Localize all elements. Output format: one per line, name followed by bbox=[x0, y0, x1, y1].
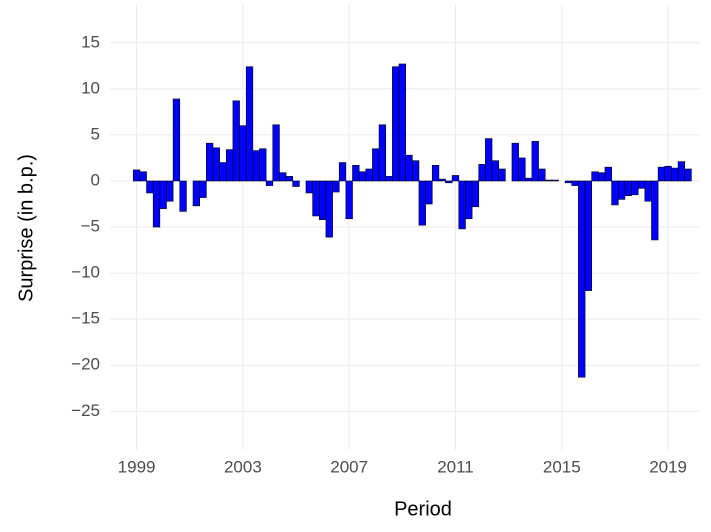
bar bbox=[292, 180, 300, 187]
bar bbox=[551, 179, 559, 182]
bar bbox=[365, 168, 373, 182]
bar bbox=[219, 162, 227, 182]
x-tick-label: 2019 bbox=[649, 457, 687, 476]
bar bbox=[531, 141, 539, 182]
bar bbox=[252, 150, 260, 182]
bar bbox=[139, 171, 147, 182]
bar bbox=[265, 180, 274, 186]
y-tick-label: 10 bbox=[81, 78, 100, 97]
y-tick-label: −15 bbox=[71, 309, 100, 328]
bar bbox=[192, 180, 200, 207]
bar bbox=[418, 180, 426, 226]
bar bbox=[398, 63, 406, 182]
y-tick-label: 5 bbox=[91, 124, 100, 143]
bar bbox=[445, 180, 453, 184]
bar bbox=[491, 160, 499, 182]
bar bbox=[465, 180, 473, 220]
bar bbox=[272, 124, 280, 182]
bar bbox=[657, 166, 666, 182]
bar bbox=[239, 125, 247, 182]
bar bbox=[671, 167, 679, 182]
bar bbox=[338, 162, 347, 182]
x-tick-label: 1999 bbox=[118, 457, 156, 476]
bar bbox=[245, 66, 254, 182]
bar bbox=[212, 147, 220, 182]
bar bbox=[471, 180, 480, 208]
x-tick-label: 2003 bbox=[224, 457, 262, 476]
bar bbox=[518, 157, 526, 182]
bar bbox=[664, 165, 672, 182]
bar bbox=[564, 180, 573, 184]
x-tick-label: 2015 bbox=[543, 457, 581, 476]
bar bbox=[385, 176, 393, 182]
y-tick-label: −20 bbox=[71, 355, 100, 374]
bar bbox=[159, 180, 167, 209]
y-tick-label: −25 bbox=[71, 401, 100, 420]
bar bbox=[179, 180, 187, 212]
bar bbox=[451, 175, 460, 182]
x-tick-label: 2011 bbox=[437, 457, 474, 476]
bar bbox=[604, 166, 612, 182]
bar bbox=[524, 177, 533, 182]
bar bbox=[318, 180, 327, 220]
bar bbox=[206, 142, 214, 182]
bar bbox=[358, 171, 367, 182]
bar bbox=[305, 180, 313, 194]
bar bbox=[591, 171, 599, 182]
bar bbox=[651, 180, 659, 241]
bar bbox=[199, 180, 207, 198]
bar bbox=[677, 161, 686, 182]
bar bbox=[458, 180, 466, 230]
bar bbox=[631, 180, 639, 196]
bar bbox=[485, 138, 493, 182]
bar bbox=[345, 180, 353, 220]
bar bbox=[279, 172, 287, 182]
y-tick-label: 15 bbox=[81, 32, 100, 51]
y-tick-label: −5 bbox=[81, 217, 100, 236]
bar bbox=[405, 154, 413, 182]
x-axis-title: Period bbox=[394, 498, 452, 520]
bar bbox=[578, 180, 586, 378]
y-tick-label: 0 bbox=[91, 170, 100, 189]
bar bbox=[684, 168, 692, 182]
bar bbox=[598, 172, 606, 182]
bar bbox=[259, 148, 267, 182]
bar bbox=[617, 180, 626, 200]
bar bbox=[498, 168, 506, 182]
bar bbox=[412, 160, 420, 182]
bar bbox=[325, 180, 333, 238]
bar bbox=[146, 180, 154, 194]
bar bbox=[152, 180, 161, 228]
bar bbox=[538, 168, 546, 182]
x-tick-label: 2007 bbox=[330, 457, 368, 476]
bar bbox=[438, 178, 446, 182]
bar bbox=[132, 169, 141, 182]
bar bbox=[352, 165, 360, 182]
bar bbox=[392, 66, 400, 182]
bar bbox=[312, 180, 320, 217]
bar bbox=[478, 164, 486, 182]
bar bbox=[166, 180, 174, 202]
bar bbox=[571, 180, 579, 186]
bar bbox=[511, 142, 519, 182]
bar bbox=[637, 180, 646, 189]
bar bbox=[611, 180, 619, 206]
bar bbox=[225, 149, 234, 182]
bar bbox=[425, 180, 433, 205]
bar bbox=[372, 148, 380, 182]
bar bbox=[378, 124, 387, 182]
bar bbox=[172, 98, 181, 182]
y-axis-title: Surprise (in b.p.) bbox=[15, 154, 37, 302]
bar bbox=[232, 100, 240, 182]
bar bbox=[644, 180, 652, 202]
y-tick-label: −10 bbox=[71, 263, 100, 282]
bar bbox=[544, 179, 553, 182]
bar bbox=[431, 165, 440, 182]
bar bbox=[285, 176, 294, 182]
bar bbox=[332, 180, 340, 193]
bar bbox=[624, 180, 632, 197]
bar bbox=[584, 180, 593, 291]
